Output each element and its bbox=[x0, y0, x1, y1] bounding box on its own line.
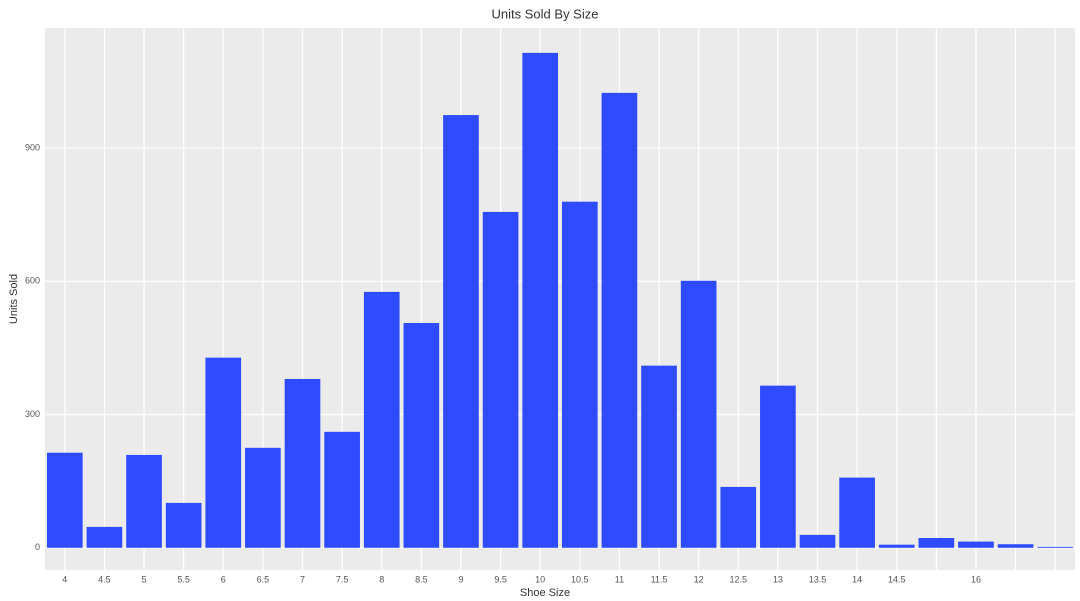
bar bbox=[522, 52, 559, 548]
x-tick-label: 5 bbox=[142, 574, 147, 584]
x-tick-label: 11.5 bbox=[651, 574, 668, 584]
bar bbox=[760, 385, 796, 548]
x-tick-label: 13.5 bbox=[809, 574, 827, 584]
bar bbox=[205, 357, 242, 548]
y-axis-label: Units Sold bbox=[8, 274, 20, 324]
bar bbox=[1037, 546, 1074, 548]
bar bbox=[561, 201, 598, 548]
y-tick-label: 900 bbox=[25, 142, 40, 152]
x-tick-label: 8 bbox=[379, 574, 384, 584]
bar bbox=[918, 538, 955, 548]
x-tick-label: 4 bbox=[62, 574, 67, 584]
chart-title: Units Sold By Size bbox=[492, 6, 599, 21]
x-tick-label: 12.5 bbox=[730, 574, 748, 584]
x-tick-label: 6.5 bbox=[257, 574, 270, 584]
bar bbox=[641, 365, 677, 548]
x-tick-label: 9.5 bbox=[494, 574, 507, 584]
bar bbox=[878, 544, 915, 548]
x-tick-label: 10.5 bbox=[571, 574, 589, 584]
x-tick-label: 7.5 bbox=[336, 574, 349, 584]
x-tick-label: 11 bbox=[615, 574, 624, 584]
bar bbox=[165, 502, 202, 548]
x-tick-label: 14.5 bbox=[888, 574, 906, 584]
bar bbox=[839, 477, 875, 548]
panel bbox=[45, 28, 1075, 570]
y-tick-label: 300 bbox=[25, 409, 40, 419]
x-tick-label: 10 bbox=[535, 574, 545, 584]
x-tick-label: 4.5 bbox=[98, 574, 111, 584]
y-tick-label: 600 bbox=[25, 276, 40, 286]
bar bbox=[86, 526, 123, 548]
bar bbox=[680, 280, 717, 548]
x-axis-label: Shoe Size bbox=[520, 587, 570, 599]
x-tick-label: 12 bbox=[694, 574, 704, 584]
bar bbox=[482, 211, 519, 548]
bar bbox=[284, 378, 321, 548]
bar bbox=[126, 454, 162, 548]
bar bbox=[601, 92, 638, 548]
bar bbox=[443, 115, 479, 548]
bar bbox=[799, 534, 836, 548]
x-tick-label: 6 bbox=[221, 574, 226, 584]
bar bbox=[958, 541, 994, 548]
bar bbox=[997, 544, 1034, 548]
y-tick-label: 0 bbox=[35, 542, 40, 552]
x-tick-label: 16 bbox=[971, 574, 981, 584]
bar bbox=[324, 431, 360, 548]
x-tick-label: 7 bbox=[300, 574, 305, 584]
bar bbox=[245, 447, 281, 548]
x-tick-label: 13 bbox=[773, 574, 783, 584]
bar bbox=[403, 322, 440, 548]
bar bbox=[363, 291, 400, 548]
bar bbox=[46, 452, 83, 548]
x-tick-label: 9 bbox=[458, 574, 463, 584]
x-tick-label: 14 bbox=[852, 574, 862, 584]
bar bbox=[720, 486, 757, 548]
x-tick-label: 5.5 bbox=[177, 574, 190, 584]
x-tick-label: 8.5 bbox=[415, 574, 428, 584]
